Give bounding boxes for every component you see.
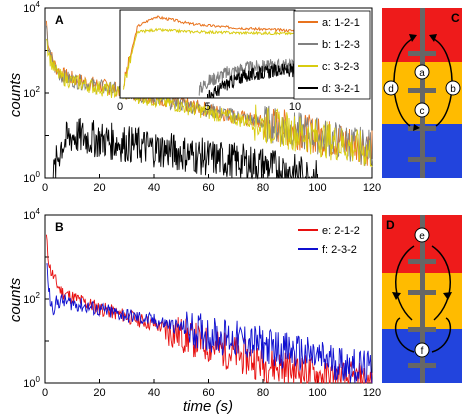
panel-b-xlabel: time (s) (183, 398, 233, 415)
inset-x-tick-label: 5 (204, 101, 210, 113)
diagram-d-marker-f-circle (414, 342, 430, 358)
y-tick-label: 102 (23, 85, 40, 100)
x-tick-label: 80 (257, 182, 269, 194)
diagram-d-marker-f: f (421, 346, 424, 357)
diagram-c-marker-c: c (420, 106, 425, 117)
diagram-c-bar-4 (408, 157, 436, 162)
diagram-d-marker-e: e (419, 231, 425, 242)
diagram-c-bar-3 (408, 126, 436, 131)
y-tick-label: 104 (23, 207, 40, 222)
diagram-d-arrowhead-up-left (392, 292, 401, 300)
diagram-d-arrow-right (431, 245, 451, 321)
x-tick-label: 120 (363, 387, 381, 399)
x-tick-label: 0 (42, 387, 48, 399)
legend-a-label-b: b: 1-2-3 (322, 39, 360, 51)
diagram-d: D e f (382, 215, 462, 383)
x-tick-label: 20 (93, 387, 105, 399)
legend-a-label-a: a: 1-2-1 (322, 17, 360, 29)
x-tick-label: 100 (308, 387, 326, 399)
diagram-d-axis (420, 215, 425, 383)
panel-a-x-tick-labels: 0 20 40 60 80 100 120 (42, 182, 381, 194)
series-line-1 (46, 262, 373, 384)
inset-frame (119, 9, 296, 99)
diagram-c-arrowhead-left (409, 34, 417, 42)
diagram-c-bar-1 (408, 51, 436, 56)
y-tick-label: 104 (23, 0, 40, 15)
diagram-c-arrow-left (393, 37, 415, 127)
diagram-c-bar-2 (408, 88, 436, 93)
y-tick-label: 100 (23, 170, 40, 185)
legend-a-label-d: d: 3-2-1 (322, 83, 360, 95)
diagram-c-arrow-right (431, 37, 453, 127)
diagram-d-arrow-left (395, 245, 415, 321)
diagram-c-marker-b-circle (445, 80, 461, 96)
inset-series (123, 15, 296, 99)
diagram-c-marker-c-circle (414, 102, 430, 118)
diagram-d-arrowhead-up-right (443, 292, 452, 300)
panel-b-legend: e: 2-1-2 f: 2-3-2 (294, 218, 370, 258)
legend-b-label-e: e: 2-1-2 (322, 225, 360, 237)
x-tick-label: 60 (202, 182, 214, 194)
inset-x-tick-label: 10 (289, 101, 301, 113)
panel-a-series (45, 20, 373, 180)
x-tick-label: 80 (257, 387, 269, 399)
series-line-3 (52, 117, 318, 180)
diagram-d-label: D (386, 218, 395, 232)
inset-series-line-3 (207, 63, 296, 99)
x-tick-label: 100 (308, 182, 326, 194)
x-tick-label: 40 (148, 182, 160, 194)
x-tick-label: 0 (42, 182, 48, 194)
diagram-c-label: C (451, 11, 460, 25)
x-tick-label: 120 (363, 182, 381, 194)
diagram-c-arrowhead-mid (413, 124, 420, 131)
diagram-c-marker-a: a (419, 68, 425, 79)
diagram-c: C a b c d (382, 8, 462, 178)
y-tick-label: 100 (23, 375, 40, 390)
diagram-d-bar-2 (408, 290, 436, 295)
x-tick-label: 40 (148, 387, 160, 399)
series-line-2 (45, 38, 373, 168)
panel-a-label: A (55, 13, 64, 27)
panel-b: B counts time (s) 100 102 104 0 20 40 60 80 100… (7, 207, 381, 415)
panel-b-y-tick-labels: 100 102 104 (23, 207, 40, 390)
diagram-d-bar-1 (408, 259, 436, 264)
x-tick-label: 20 (93, 182, 105, 194)
legend-b-label-f: f: 2-3-2 (322, 244, 357, 256)
panel-b-series (45, 234, 373, 385)
diagram-c-marker-b: b (450, 84, 456, 95)
diagram-c-marker-d: d (388, 84, 394, 95)
panel-b-label: B (55, 220, 64, 234)
legend-a-label-c: c: 3-2-3 (322, 61, 359, 73)
inset-series-line-0 (123, 15, 296, 88)
panel-a-legend: a: 1-2-1 b: 1-2-3 c: 3-2-3 d: 3-2-1 (293, 10, 371, 100)
legend-b-box (294, 218, 370, 258)
panel-b-x-tick-labels: 0 20 40 60 80 100 120 (42, 387, 381, 399)
diagram-d-arrow-low-left (394, 317, 415, 353)
panel-a-ylabel: counts (7, 72, 24, 117)
x-tick-label: 60 (202, 387, 214, 399)
panel-a-inset: 0 5 10 (117, 9, 301, 113)
diagram-c-arrowhead-right (429, 34, 437, 42)
diagram-c-marker-a-circle (414, 64, 430, 80)
legend-a-box (293, 10, 371, 100)
diagram-d-bar-4 (408, 363, 436, 368)
diagram-d-marker-e-circle (414, 227, 430, 243)
y-tick-label: 102 (23, 291, 40, 306)
diagram-c-marker-d-circle (383, 80, 399, 96)
panel-b-ylabel: counts (7, 277, 24, 322)
series-line-1 (45, 25, 373, 166)
inset-series-line-2 (123, 27, 296, 90)
diagram-d-arrow-low-right (431, 317, 452, 353)
diagram-d-bar-3 (408, 327, 436, 332)
inset-x-tick-label: 0 (117, 101, 123, 113)
inset-series-line-1 (198, 57, 296, 96)
panel-a-y-tick-labels: 100 102 104 (23, 0, 40, 185)
